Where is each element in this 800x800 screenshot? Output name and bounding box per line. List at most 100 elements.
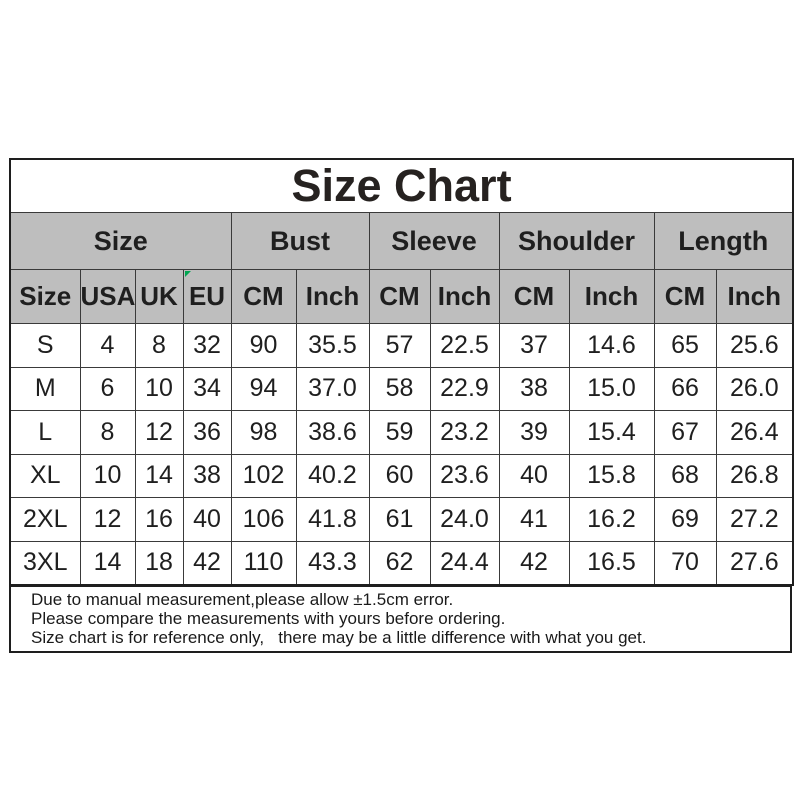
note-line-3: Size chart is for reference only, there …: [31, 628, 647, 647]
measurement-cell: 98: [230, 410, 297, 455]
measurement-cell: 22.5: [429, 323, 500, 368]
measurement-cell: 68: [653, 453, 717, 498]
measurement-cell: 27.2: [715, 497, 794, 542]
size-label-cell: M: [9, 366, 81, 411]
measurement-cell: 25.6: [715, 323, 794, 368]
measurement-cell: 14.6: [568, 323, 655, 368]
measurement-cell: 15.4: [568, 410, 655, 455]
measurement-cell: 110: [230, 540, 297, 586]
measurement-cell: 38: [498, 366, 570, 411]
column-group-shoulder: Shoulder: [498, 212, 655, 270]
column-header-cm-10: CM: [653, 269, 717, 324]
measurement-cell: 106: [230, 497, 297, 542]
measurement-cell: 42: [182, 540, 232, 586]
measurement-cell: 102: [230, 453, 297, 498]
measurement-cell: 62: [368, 540, 431, 586]
measurement-cell: 38: [182, 453, 232, 498]
measurement-cell: 70: [653, 540, 717, 586]
measurement-cell: 15.8: [568, 453, 655, 498]
measurement-cell: 24.0: [429, 497, 500, 542]
size-label-cell: 3XL: [9, 540, 81, 586]
column-header-cm-4: CM: [230, 269, 297, 324]
measurement-cell: 66: [653, 366, 717, 411]
measurement-cell: 16: [134, 497, 184, 542]
measurement-cell: 59: [368, 410, 431, 455]
column-header-uk-2: UK: [134, 269, 184, 324]
measurement-cell: 22.9: [429, 366, 500, 411]
measurement-cell: 60: [368, 453, 431, 498]
measurement-cell: 15.0: [568, 366, 655, 411]
measurement-cell: 26.8: [715, 453, 794, 498]
measurement-cell: 42: [498, 540, 570, 586]
table-row-xl: XL 10 14 38 102 40.2 60 23.6 40 15.8 68 26.8: [9, 453, 794, 498]
measurement-cell: 37: [498, 323, 570, 368]
measurement-cell: 14: [79, 540, 136, 586]
column-group-length: Length: [653, 212, 794, 270]
measurement-cell: 4: [79, 323, 136, 368]
column-header-cm-6: CM: [368, 269, 431, 324]
column-header-inch-9: Inch: [568, 269, 655, 324]
column-group-sleeve: Sleeve: [368, 212, 500, 270]
column-header-size-0: Size: [9, 269, 81, 324]
measurement-cell: 65: [653, 323, 717, 368]
measurement-cell: 6: [79, 366, 136, 411]
column-header-usa-1: USA: [79, 269, 136, 324]
column-header-inch-11: Inch: [715, 269, 794, 324]
column-header-eu-3: EU: [182, 269, 232, 324]
measurement-cell: 58: [368, 366, 431, 411]
measurement-cell: 23.2: [429, 410, 500, 455]
column-group-header-row: Size Bust Sleeve Shoulder Length: [9, 212, 794, 270]
table-row-m: M 6 10 34 94 37.0 58 22.9 38 15.0 66 26.0: [9, 366, 794, 411]
measurement-cell: 8: [134, 323, 184, 368]
size-label-cell: L: [9, 410, 81, 455]
size-table-body: S 4 8 32 90 35.5 57 22.5 37 14.6 65 25.6 M 6 10 34 94 37.…: [9, 323, 794, 586]
column-header-inch-7: Inch: [429, 269, 500, 324]
measurement-cell: 24.4: [429, 540, 500, 586]
note-line-2: Please compare the measurements with you…: [31, 609, 506, 628]
notes-box: Due to manual measurement,please allow ±…: [9, 586, 792, 653]
title-row: Size Chart: [9, 158, 794, 213]
measurement-cell: 40: [182, 497, 232, 542]
measurement-cell: 61: [368, 497, 431, 542]
column-header-cm-8: CM: [498, 269, 570, 324]
measurement-cell: 27.6: [715, 540, 794, 586]
measurement-cell: 10: [79, 453, 136, 498]
table-row-s: S 4 8 32 90 35.5 57 22.5 37 14.6 65 25.6: [9, 323, 794, 368]
table-row-3xl: 3XL 14 18 42 110 43.3 62 24.4 42 16.5 70 27.6: [9, 540, 794, 586]
measurement-cell: 36: [182, 410, 232, 455]
size-chart-container: Size Chart Size Bust Sleeve Shoulder Length …: [9, 158, 795, 653]
measurement-cell: 90: [230, 323, 297, 368]
measurement-cell: 57: [368, 323, 431, 368]
measurement-cell: 41.8: [295, 497, 370, 542]
measurement-cell: 12: [134, 410, 184, 455]
note-line-1: Due to manual measurement,please allow ±…: [31, 590, 454, 609]
eu-cell-corner-marker-icon: [184, 271, 191, 277]
size-label-cell: S: [9, 323, 81, 368]
measurement-cell: 26.4: [715, 410, 794, 455]
measurement-cell: 34: [182, 366, 232, 411]
measurement-cell: 16.5: [568, 540, 655, 586]
measurement-cell: 8: [79, 410, 136, 455]
size-label-cell: 2XL: [9, 497, 81, 542]
measurement-cell: 26.0: [715, 366, 794, 411]
column-group-size: Size: [9, 212, 232, 270]
table-row-l: L 8 12 36 98 38.6 59 23.2 39 15.4 67 26.4: [9, 410, 794, 455]
size-label-cell: XL: [9, 453, 81, 498]
measurement-cell: 43.3: [295, 540, 370, 586]
measurement-cell: 16.2: [568, 497, 655, 542]
column-header-inch-5: Inch: [295, 269, 370, 324]
measurement-cell: 69: [653, 497, 717, 542]
column-header-row: Size USA UK EU CM Inch CM Inch CM Inch CM Inch: [9, 269, 794, 324]
measurement-cell: 37.0: [295, 366, 370, 411]
measurement-cell: 23.6: [429, 453, 500, 498]
measurement-cell: 40: [498, 453, 570, 498]
measurement-cell: 12: [79, 497, 136, 542]
measurement-cell: 39: [498, 410, 570, 455]
page-title: Size Chart: [9, 158, 794, 213]
column-group-bust: Bust: [230, 212, 370, 270]
measurement-cell: 38.6: [295, 410, 370, 455]
measurement-cell: 10: [134, 366, 184, 411]
measurement-cell: 41: [498, 497, 570, 542]
table-row-2xl: 2XL 12 16 40 106 41.8 61 24.0 41 16.2 69 27.2: [9, 497, 794, 542]
